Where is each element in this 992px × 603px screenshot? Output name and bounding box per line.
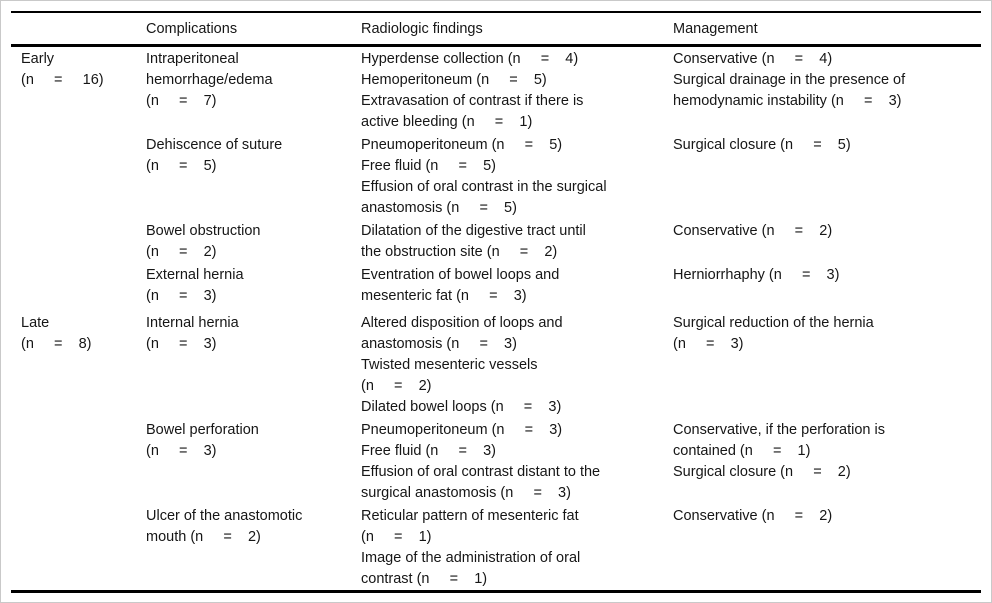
complication-cell: Bowel perforation (n = 3)	[146, 422, 259, 459]
stage-cell	[21, 135, 146, 219]
complication-cell: Intraperitoneal hemorrhage/edema (n = 7)	[146, 51, 273, 109]
radiologic-findings-cell: Altered disposition of loops and anastom…	[361, 315, 563, 415]
complication-cell: External hernia (n = 3)	[146, 267, 244, 304]
complication-cell: Dehiscence of suture (n = 5)	[146, 137, 283, 174]
stage-cell: Late (n = 8)	[21, 315, 92, 352]
radiologic-findings-cell: Dilatation of the digestive tract until …	[361, 223, 586, 260]
table-header-row: Complications Radiologic findings Manage…	[11, 13, 981, 44]
management-cell: Herniorrhaphy (n = 3)	[673, 267, 840, 283]
header-management: Management	[673, 20, 758, 37]
table-row: Bowel obstruction (n = 2) Dilatation of …	[11, 219, 981, 263]
management-cell: Surgical reduction of the hernia (n = 3)	[673, 315, 874, 352]
radiologic-findings-cell: Reticular pattern of mesenteric fat (n =…	[361, 508, 581, 587]
radiologic-findings-cell: Pneumoperitoneum (n = 5) Free fluid (n =…	[361, 137, 607, 216]
complications-table: Complications Radiologic findings Manage…	[11, 11, 981, 593]
management-cell: Conservative (n = 2)	[673, 223, 833, 239]
radiologic-findings-cell: Eventration of bowel loops and mesenteri…	[361, 267, 560, 304]
header-complications: Complications	[146, 20, 238, 37]
table-header-rule	[11, 44, 981, 47]
stage-cell	[21, 420, 146, 504]
management-cell: Conservative (n = 4) Surgical drainage i…	[673, 51, 906, 109]
table-row: Dehiscence of suture (n = 5) Pneumoperit…	[11, 133, 981, 219]
stage-cell	[21, 265, 146, 307]
stage-cell: Early (n = 16)	[21, 51, 104, 88]
table-row: Late (n = 8) Internal hernia (n = 3) Alt…	[11, 307, 981, 418]
management-cell: Surgical closure (n = 5)	[673, 137, 851, 153]
table-bottom-rule	[11, 590, 981, 593]
management-cell: Conservative, if the perforation is cont…	[673, 422, 885, 480]
complication-cell: Internal hernia (n = 3)	[146, 315, 239, 352]
table-row: Ulcer of the anastomotic mouth (n = 2) R…	[11, 504, 981, 590]
table-row: Early (n = 16) Intraperitoneal hemorrhag…	[11, 47, 981, 133]
stage-cell	[21, 506, 146, 590]
radiologic-findings-cell: Pneumoperitoneum (n = 3) Free fluid (n =…	[361, 422, 601, 501]
radiologic-findings-cell: Hyperdense collection (n = 4) Hemoperito…	[361, 51, 584, 130]
complication-cell: Ulcer of the anastomotic mouth (n = 2)	[146, 508, 303, 545]
table-top-rule	[11, 11, 981, 13]
table-row: External hernia (n = 3) Eventration of b…	[11, 263, 981, 307]
table-body: Early (n = 16) Intraperitoneal hemorrhag…	[11, 47, 981, 590]
management-cell: Conservative (n = 2)	[673, 508, 833, 524]
complication-cell: Bowel obstruction (n = 2)	[146, 223, 261, 260]
table-row: Bowel perforation (n = 3) Pneumoperitone…	[11, 418, 981, 504]
stage-cell	[21, 221, 146, 263]
header-radiologic-findings: Radiologic findings	[361, 20, 483, 37]
